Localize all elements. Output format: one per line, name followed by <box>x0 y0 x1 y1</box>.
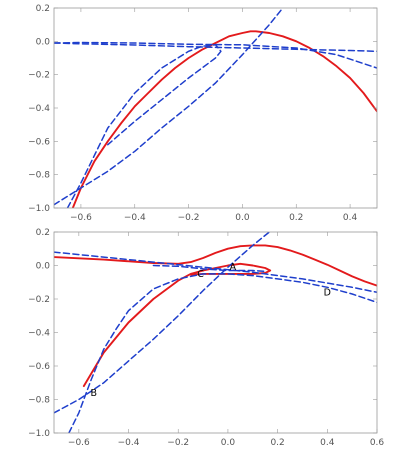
y-tick-label: 0.0 <box>36 262 51 272</box>
x-tick-label: −0.2 <box>178 213 200 223</box>
panel-top: −0.6 −0.4 −0.2 0.0 0.2 0.4 0.2 0.0 −0.2 −0.4 −0.6 −… <box>28 4 378 223</box>
y-tick-label: −0.8 <box>28 171 50 181</box>
y-tick-label: −0.8 <box>28 396 50 406</box>
solid-curve-1 <box>82 262 272 388</box>
dashed-curve-3 <box>54 232 271 414</box>
dashed-curve-4 <box>68 273 377 433</box>
y-tick-label: −0.6 <box>28 137 50 147</box>
x-tick-label: 0.0 <box>235 213 250 223</box>
x-tick-label: 0.0 <box>221 438 236 448</box>
y-tick-label: 0.2 <box>36 228 50 238</box>
plot-frame <box>53 7 378 209</box>
point-label-D: D <box>324 287 331 298</box>
x-tick-label: 0.4 <box>343 213 358 223</box>
series-group <box>54 8 377 208</box>
point-label-B: B <box>90 388 97 399</box>
dashed-curve-2 <box>54 251 377 294</box>
x-tick-label: 0.6 <box>370 438 385 448</box>
dashed-curve-5 <box>152 264 266 273</box>
y-tick-label: 0.2 <box>36 4 50 14</box>
panel-bottom: −0.6 −0.4 −0.2 0.0 0.2 0.4 0.6 0.2 0.0 −0.2 −0.4 −0… <box>28 228 385 448</box>
y-tick-label: −0.2 <box>28 295 50 305</box>
solid-curve-0 <box>71 30 377 208</box>
plot-frame <box>53 231 378 434</box>
y-tick-label: −0.4 <box>28 104 50 114</box>
y-tick-label: −1.0 <box>28 204 50 214</box>
x-tick-label: −0.4 <box>118 438 140 448</box>
solid-curve-0 <box>54 244 377 287</box>
y-tick-label: −1.0 <box>28 429 50 439</box>
y-tick-label: −0.6 <box>28 362 50 372</box>
point-label-C: C <box>197 269 204 280</box>
y-tick-label: −0.4 <box>28 329 50 339</box>
point-label-A: A <box>230 262 237 273</box>
y-tick-label: −0.2 <box>28 71 50 81</box>
dashed-curve-1 <box>54 42 377 53</box>
x-tick-label: 0.4 <box>320 438 335 448</box>
dashed-curve-4 <box>66 43 222 208</box>
x-tick-label: −0.6 <box>68 438 90 448</box>
x-tick-label: 0.2 <box>289 213 303 223</box>
x-tick-label: −0.2 <box>167 438 189 448</box>
x-tick-label: −0.6 <box>70 213 92 223</box>
dashed-curve-2 <box>54 41 377 69</box>
dashed-curve-3 <box>54 8 284 206</box>
x-tick-label: −0.4 <box>124 213 146 223</box>
series-group <box>54 232 377 433</box>
x-tick-label: 0.2 <box>270 438 284 448</box>
y-tick-label: 0.0 <box>36 37 51 47</box>
